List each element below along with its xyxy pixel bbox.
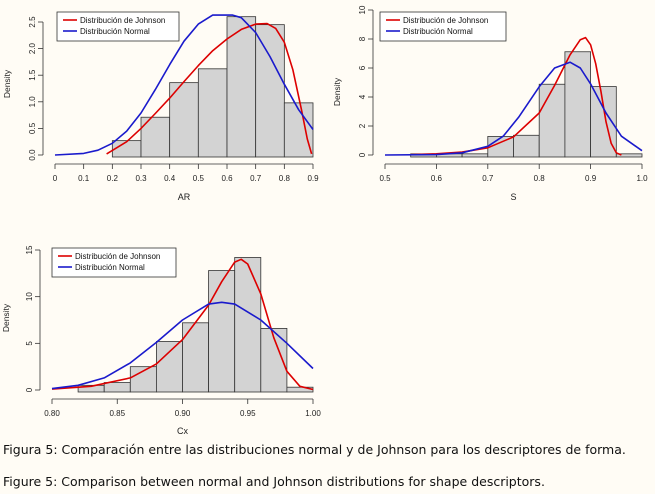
- x-tick-label: 0.6: [431, 174, 443, 183]
- histogram-bar: [615, 153, 643, 158]
- y-tick-label: 10: [25, 292, 34, 301]
- normal-curve: [51, 301, 314, 390]
- x-tick-label: 0.7: [250, 174, 262, 183]
- histogram-bar: [461, 153, 489, 158]
- x-tick-label: 0.5: [379, 174, 391, 183]
- legend-label: Distribución de Johnson: [403, 16, 488, 25]
- y-tick-label: 1.0: [28, 96, 37, 108]
- x-axis-label: AR: [178, 192, 191, 202]
- normal-curve: [54, 14, 314, 156]
- legend-box: [51, 247, 177, 278]
- caption-english: Figure 5: Comparison between normal and …: [3, 474, 545, 489]
- histogram-bar: [226, 16, 257, 158]
- y-tick-label: 4: [358, 94, 367, 99]
- x-tick-label: 0.80: [44, 409, 60, 418]
- johnson-curve: [51, 258, 314, 391]
- legend-label: Distribución Normal: [75, 263, 145, 272]
- chart-cx: 0.80 0.85 0.90 0.95 1.00 Cx 0 5 10 15 Density Distr…: [1, 245, 321, 436]
- legend-label: Distribución Normal: [80, 27, 150, 36]
- legend-box: [379, 11, 507, 42]
- x-tick-label: 0.1: [78, 174, 90, 183]
- histogram-bar: [197, 68, 228, 158]
- y-tick-label: 8: [358, 36, 367, 41]
- x-tick-label: 0.9: [585, 174, 597, 183]
- histogram-bar: [255, 24, 285, 158]
- histogram-bar: [234, 257, 262, 393]
- legend-box: [56, 11, 180, 42]
- x-tick-label: 0.6: [221, 174, 233, 183]
- x-tick-label: 0.95: [240, 409, 256, 418]
- x-tick-label: 0.4: [164, 174, 176, 183]
- x-tick-label: 0.5: [193, 174, 205, 183]
- x-tick-label: 0: [53, 174, 58, 183]
- x-axis-label: Cx: [177, 426, 188, 436]
- legend-label: Distribución de Johnson: [75, 252, 160, 261]
- y-axis-label: Density: [2, 69, 12, 98]
- x-tick-label: 1.00: [305, 409, 321, 418]
- histogram-bar: [169, 82, 199, 158]
- y-tick-label: 15: [25, 245, 34, 254]
- chart-s: 0.5 0.6 0.7 0.8 0.9 1.0 S 0 2 4 6 8 10 Density Distrib…: [332, 5, 648, 202]
- y-tick-label: 2: [358, 123, 367, 128]
- caption-spanish: Figura 5: Comparación entre las distribu…: [3, 442, 626, 457]
- y-tick-label: 0: [358, 152, 367, 157]
- x-tick-label: 0.8: [279, 174, 291, 183]
- x-tick-label: 0.7: [482, 174, 494, 183]
- x-tick-label: 0.85: [109, 409, 125, 418]
- histogram-bar: [286, 386, 314, 393]
- histogram-bar: [564, 51, 592, 158]
- y-axis-label: Density: [1, 303, 11, 332]
- x-tick-label: 0.2: [107, 174, 119, 183]
- y-tick-label: 0.0: [28, 149, 37, 161]
- legend-label: Distribución de Johnson: [80, 16, 165, 25]
- histogram-bar: [208, 270, 236, 393]
- y-tick-label: 1.5: [28, 69, 37, 81]
- x-tick-label: 0.8: [534, 174, 546, 183]
- histogram-bar: [538, 83, 566, 158]
- x-tick-label: 0.3: [135, 174, 147, 183]
- histogram-bar: [513, 134, 540, 158]
- histogram-bar: [111, 140, 142, 158]
- y-tick-label: 5: [25, 341, 34, 346]
- chart-ar: 0 0.1 0.2 0.3 0.4 0.5 0.6 0.7 0.8 0.9 AR 0.0 0.5 1.0 1…: [2, 11, 319, 202]
- figure-panels: 0 0.1 0.2 0.3 0.4 0.5 0.6 0.7 0.8 0.9 AR 0.0 0.5 1.0 1…: [1, 5, 648, 436]
- x-tick-label: 1.0: [636, 174, 648, 183]
- johnson-curve: [106, 22, 313, 155]
- y-tick-label: 0: [25, 387, 34, 392]
- x-tick-label: 0.9: [307, 174, 319, 183]
- y-tick-label: 2.5: [28, 16, 37, 28]
- y-axis-label: Density: [332, 77, 342, 106]
- y-tick-label: 0.5: [28, 122, 37, 134]
- legend-label: Distribución Normal: [403, 27, 473, 36]
- histogram-bar: [283, 102, 314, 158]
- histogram-bar: [103, 382, 131, 393]
- histogram-bar: [155, 341, 183, 393]
- y-tick-label: 10: [358, 5, 367, 14]
- y-tick-label: 6: [358, 65, 367, 70]
- x-tick-label: 0.90: [175, 409, 191, 418]
- x-axis-label: S: [510, 192, 516, 202]
- normal-curve: [384, 61, 643, 156]
- y-tick-label: 2.0: [28, 42, 37, 54]
